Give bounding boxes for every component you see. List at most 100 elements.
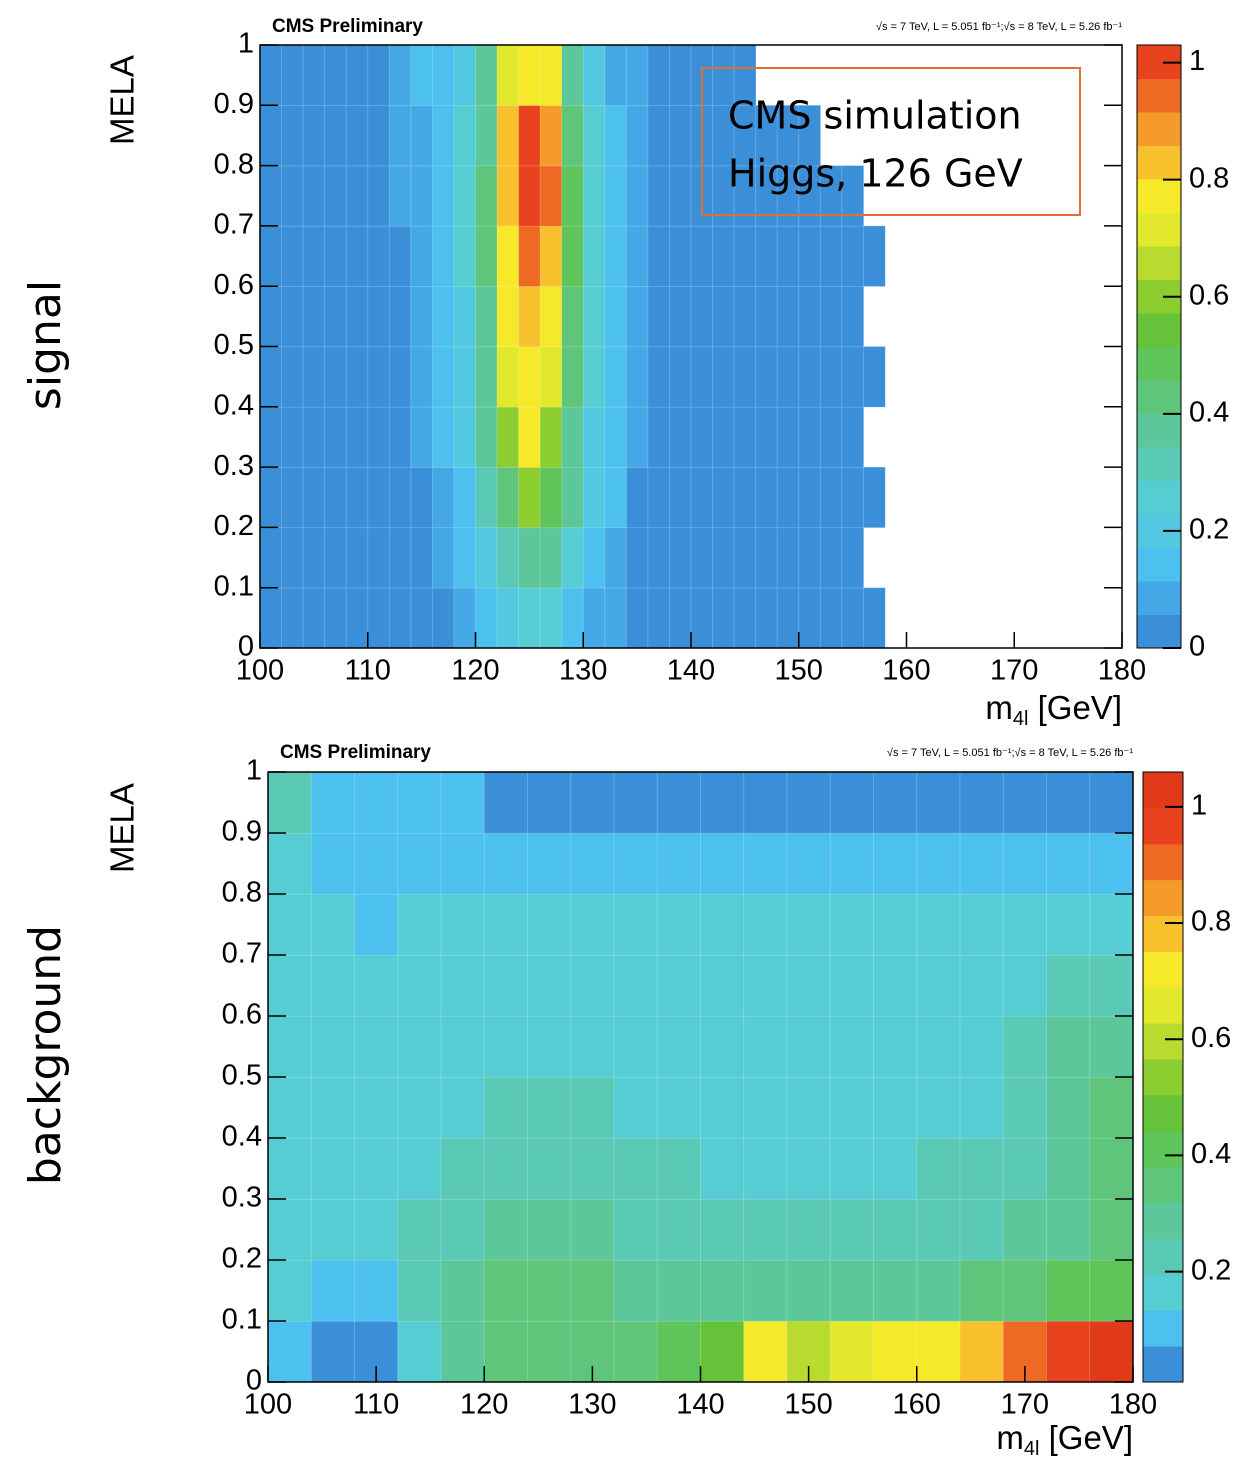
colorbar-band: [1137, 313, 1181, 347]
heatmap-panel: 100 110 120 130 140 150 160 170 18000.10.20.30.4…: [20, 16, 1229, 730]
colorbar-tick-label: 0.2: [1191, 1254, 1231, 1286]
heatmap-cell: [625, 587, 649, 649]
heatmap-cell: [410, 346, 434, 408]
heatmap-cell: [712, 406, 735, 468]
y-tick-label: 0: [246, 1365, 262, 1397]
heatmap-cell: [496, 466, 520, 529]
heatmap-cell: [625, 44, 649, 107]
heatmap-cell: [527, 1198, 572, 1261]
heatmap-cell: [604, 44, 628, 107]
colorbar-band: [1143, 879, 1183, 917]
heatmap-cell: [829, 832, 875, 895]
heatmap-cell: [453, 285, 477, 348]
heatmap-cell: [310, 1076, 356, 1139]
heatmap-cell: [916, 1076, 961, 1139]
colorbar-tick-label: 0: [1189, 631, 1205, 663]
heatmap-cell: [267, 893, 313, 956]
x-axis-label-part: [GeV]: [1028, 689, 1122, 726]
heatmap-cell: [959, 1259, 1005, 1322]
heatmap-cell: [367, 587, 391, 649]
heatmap-cell: [700, 1076, 745, 1139]
colorbar-band: [1137, 212, 1181, 247]
heatmap-cell: [733, 346, 757, 408]
heatmap-cell: [1089, 1198, 1134, 1261]
heatmap-cell: [527, 1320, 572, 1383]
x-axis-label: m4l [GeV]: [996, 1419, 1133, 1461]
heatmap-cell: [700, 954, 745, 1017]
heatmap-cell: [798, 285, 822, 348]
colorbar-band: [1137, 447, 1181, 481]
heatmap-cell: [570, 1198, 615, 1261]
heatmap-cell: [259, 285, 283, 348]
heatmap-cell: [281, 346, 304, 408]
heatmap-cell: [613, 1015, 659, 1078]
heatmap-cell: [475, 406, 498, 468]
heatmap-cell: [397, 1015, 442, 1078]
annotation-text: CMS simulation: [728, 94, 1022, 138]
heatmap-cell: [1046, 771, 1091, 834]
side-label: signal: [20, 280, 71, 410]
heatmap-cell: [1002, 771, 1048, 834]
colorbar-band: [1137, 547, 1181, 582]
heatmap-cell: [690, 346, 714, 408]
heatmap-cell: [862, 346, 886, 408]
heatmap-cell: [613, 1076, 659, 1139]
colorbar-tick-label: 0.6: [1189, 279, 1229, 311]
heatmap-cell: [819, 346, 843, 408]
heatmap-cell: [324, 406, 347, 468]
heatmap-cell: [570, 832, 615, 895]
heatmap-cell: [647, 346, 671, 408]
heatmap-cell: [281, 165, 304, 227]
heatmap-cell: [440, 954, 486, 1017]
heatmap-cell: [647, 466, 671, 529]
heatmap-cell: [700, 1320, 745, 1383]
heatmap-cell: [690, 225, 714, 287]
heatmap-cell: [841, 285, 865, 348]
heatmap-cell: [1046, 832, 1091, 895]
heatmap-cell: [354, 1259, 399, 1322]
heatmap-cell: [527, 1015, 572, 1078]
heatmap-cell: [755, 285, 779, 348]
heatmap-cell: [561, 406, 585, 468]
heatmap-cell: [690, 466, 714, 529]
heatmap-cell: [561, 165, 585, 227]
heatmap-cell: [743, 1320, 788, 1383]
heatmap-cell: [656, 893, 702, 956]
heatmap-cell: [712, 346, 735, 408]
heatmap-cell: [410, 285, 434, 348]
heatmap-cell: [561, 225, 585, 287]
heatmap-cell: [647, 406, 671, 468]
x-tick-label: 120: [451, 655, 499, 687]
x-axis-label-part: [GeV]: [1039, 1419, 1133, 1456]
heatmap-cell: [625, 466, 649, 529]
heatmap-cell: [561, 466, 585, 529]
heatmap-cell: [310, 1320, 356, 1383]
heatmap-cell: [582, 225, 606, 287]
heatmap-cell: [916, 1137, 961, 1200]
heatmap-cell: [916, 1198, 961, 1261]
heatmap-cell: [539, 587, 563, 649]
heatmap-cell: [570, 771, 615, 834]
heatmap-cell: [959, 771, 1005, 834]
x-tick-label: 170: [1001, 1389, 1049, 1421]
heatmap-cell: [483, 771, 529, 834]
heatmap-cell: [453, 44, 477, 107]
heatmap-cell: [656, 1076, 702, 1139]
heatmap-cell: [755, 587, 779, 649]
heatmap-cell: [367, 526, 391, 589]
heatmap-cell: [819, 526, 843, 589]
heatmap-cell: [916, 1259, 961, 1322]
heatmap-cell: [916, 1320, 961, 1383]
heatmap-cell: [829, 1320, 875, 1383]
heatmap-cell: [496, 526, 520, 589]
heatmap-cell: [959, 893, 1005, 956]
heatmap-cell: [668, 587, 692, 649]
heatmap-cell: [613, 1320, 659, 1383]
y-tick-label: 1: [246, 755, 262, 787]
heatmap-cell: [561, 285, 585, 348]
heatmap-cell: [776, 466, 800, 529]
heatmap-cell: [647, 526, 671, 589]
heatmap-cell: [310, 954, 356, 1017]
heatmap-cell: [582, 285, 606, 348]
y-tick-label: 0.9: [214, 88, 254, 120]
